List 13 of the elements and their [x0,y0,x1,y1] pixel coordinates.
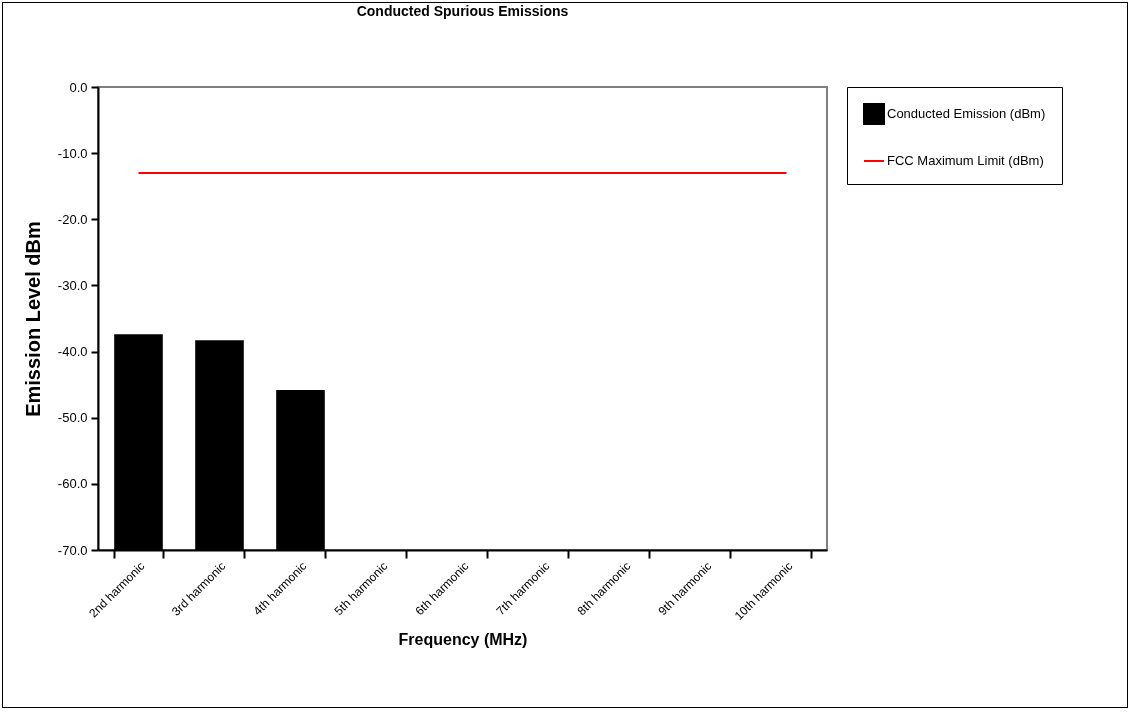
y-tick-label: -20.0 [57,211,88,227]
y-axis-title: Emission Level dBm [21,221,44,417]
y-tick-label: -30.0 [57,277,88,293]
chart-title: Conducted Spurious Emissions [356,3,569,19]
y-tick-label: 0.0 [69,79,88,95]
y-tick-label: -70.0 [57,542,88,558]
legend-label: FCC Maximum Limit (dBm) [887,153,1044,168]
y-tick-label: -50.0 [57,410,88,426]
y-tick-label: -60.0 [57,476,88,492]
y-tick-label: -10.0 [57,145,88,161]
x-axis-title: Frequency (MHz) [398,631,528,649]
legend-label: Conducted Emission (dBm) [887,106,1046,121]
y-tick-label: -40.0 [57,344,88,360]
